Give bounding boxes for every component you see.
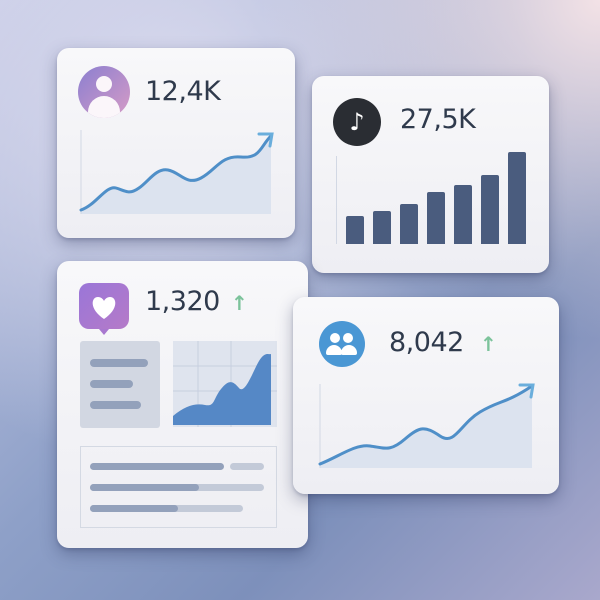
likes-card[interactable]: 1,320 ↑ <box>57 261 308 548</box>
text-block-placeholder <box>80 341 160 428</box>
tiktok-bar-chart <box>336 152 527 244</box>
bar <box>481 175 499 244</box>
followers-value: 12,4K <box>145 76 221 107</box>
likes-trend-up-icon: ↑ <box>231 291 248 315</box>
tiktok-icon: ♪ <box>333 98 381 146</box>
bar <box>373 211 391 244</box>
community-trend-up-icon: ↑ <box>480 332 497 356</box>
group-icon <box>319 321 365 367</box>
progress-list <box>80 446 277 528</box>
tiktok-card[interactable]: ♪ 27,5K <box>312 76 549 273</box>
bar <box>400 204 418 244</box>
likes-area-chart <box>173 341 277 427</box>
followers-card[interactable]: 12,4K <box>57 48 295 238</box>
likes-value: 1,320 <box>145 286 220 317</box>
bar <box>508 152 526 244</box>
tiktok-value: 27,5K <box>400 104 476 135</box>
bar <box>454 185 472 244</box>
community-line-chart <box>318 383 535 468</box>
followers-line-chart <box>79 130 274 214</box>
community-value: 8,042 <box>389 327 464 358</box>
community-card[interactable]: 8,042 ↑ <box>293 297 559 494</box>
bar <box>427 192 445 244</box>
heart-icon <box>79 283 129 335</box>
user-icon <box>78 66 130 118</box>
bar <box>346 216 364 244</box>
